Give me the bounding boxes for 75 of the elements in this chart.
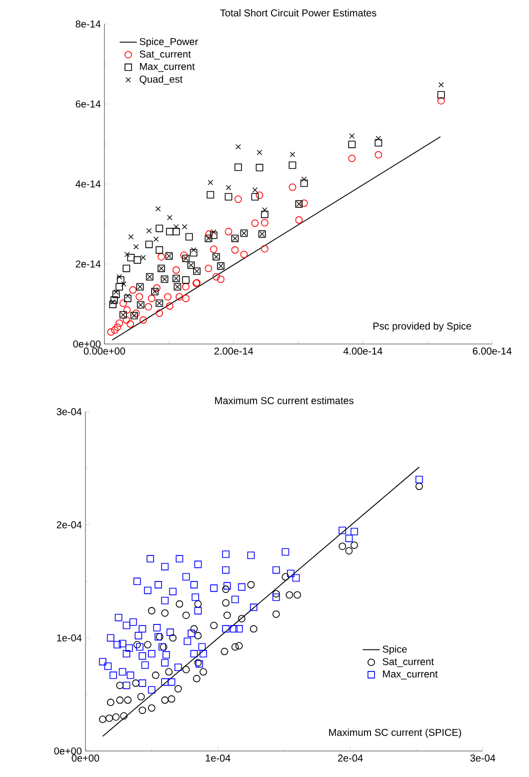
legend-label: Spice_Power xyxy=(139,38,198,48)
point xyxy=(174,685,182,692)
x-axis-title: Maximum SC current (SPICE) xyxy=(328,728,461,738)
x-tick-label: 0.00e+00 xyxy=(84,348,125,355)
chart-title: Total Short Circuit Power Estimates xyxy=(220,9,376,16)
point xyxy=(116,682,124,690)
y-tick-label: 1e-04 xyxy=(56,634,82,642)
point xyxy=(106,698,114,706)
y-tick-label: 0e+00 xyxy=(73,340,100,348)
legend-label: Sat_current xyxy=(139,50,191,60)
point xyxy=(164,668,172,676)
point xyxy=(194,632,202,640)
point xyxy=(148,607,156,614)
y-tick-label: 8e-14 xyxy=(76,20,100,28)
point xyxy=(144,640,152,648)
point xyxy=(112,713,120,721)
point xyxy=(235,642,243,650)
point xyxy=(176,600,183,608)
y-tick-label: 2e-04 xyxy=(56,521,82,528)
point xyxy=(345,547,352,555)
point xyxy=(415,482,423,490)
point xyxy=(105,714,113,722)
x-tick-label: 3e-04 xyxy=(470,754,496,762)
point xyxy=(293,591,301,599)
point xyxy=(192,674,200,682)
point xyxy=(124,696,132,704)
point xyxy=(285,591,293,599)
y-tick-label: 0e+00 xyxy=(54,747,82,755)
point xyxy=(272,590,280,598)
point xyxy=(137,693,145,700)
point xyxy=(160,696,168,704)
legend-label: Max_current xyxy=(140,63,195,72)
point xyxy=(338,542,346,550)
point xyxy=(272,610,280,618)
point xyxy=(152,672,160,679)
chart-title: Maximum SC current estimates xyxy=(214,396,354,404)
point xyxy=(250,625,258,633)
point xyxy=(182,612,190,619)
x-tick-label: 2e-04 xyxy=(338,754,363,762)
point xyxy=(148,704,156,712)
point xyxy=(168,695,176,703)
y-tick-label: 2e-14 xyxy=(76,260,100,268)
point xyxy=(120,712,128,720)
legend-label: Quad_est xyxy=(140,75,182,85)
x-tick-label: 6.00e-14 xyxy=(472,348,512,355)
point xyxy=(210,622,218,630)
x-axis-title: Psc provided by Spice xyxy=(373,322,471,332)
point xyxy=(223,612,231,619)
point xyxy=(247,581,254,588)
point xyxy=(231,643,239,651)
point xyxy=(222,586,230,593)
y-tick-label: 6e-14 xyxy=(76,100,100,108)
point xyxy=(194,600,202,608)
point xyxy=(182,666,190,674)
point xyxy=(350,541,358,549)
point xyxy=(238,614,246,622)
point xyxy=(116,696,124,704)
point xyxy=(282,573,289,581)
y-tick-label: 3e-04 xyxy=(56,408,82,416)
point xyxy=(168,634,176,642)
point xyxy=(220,648,228,656)
legend-label: Sat_current xyxy=(382,658,434,668)
point xyxy=(199,668,207,676)
point xyxy=(160,609,168,617)
legend-label: Spice xyxy=(382,645,407,655)
y-tick-label: 4e-14 xyxy=(75,180,100,188)
point xyxy=(98,716,106,724)
x-tick-label: 2.00e-14 xyxy=(214,348,253,355)
x-tick-label: 1e-04 xyxy=(206,754,230,762)
point xyxy=(133,640,141,648)
x-tick-label: 4.00e-14 xyxy=(343,348,382,355)
point xyxy=(190,625,198,633)
point xyxy=(138,706,146,714)
point xyxy=(222,599,230,607)
legend-label: Max_current xyxy=(382,670,438,680)
